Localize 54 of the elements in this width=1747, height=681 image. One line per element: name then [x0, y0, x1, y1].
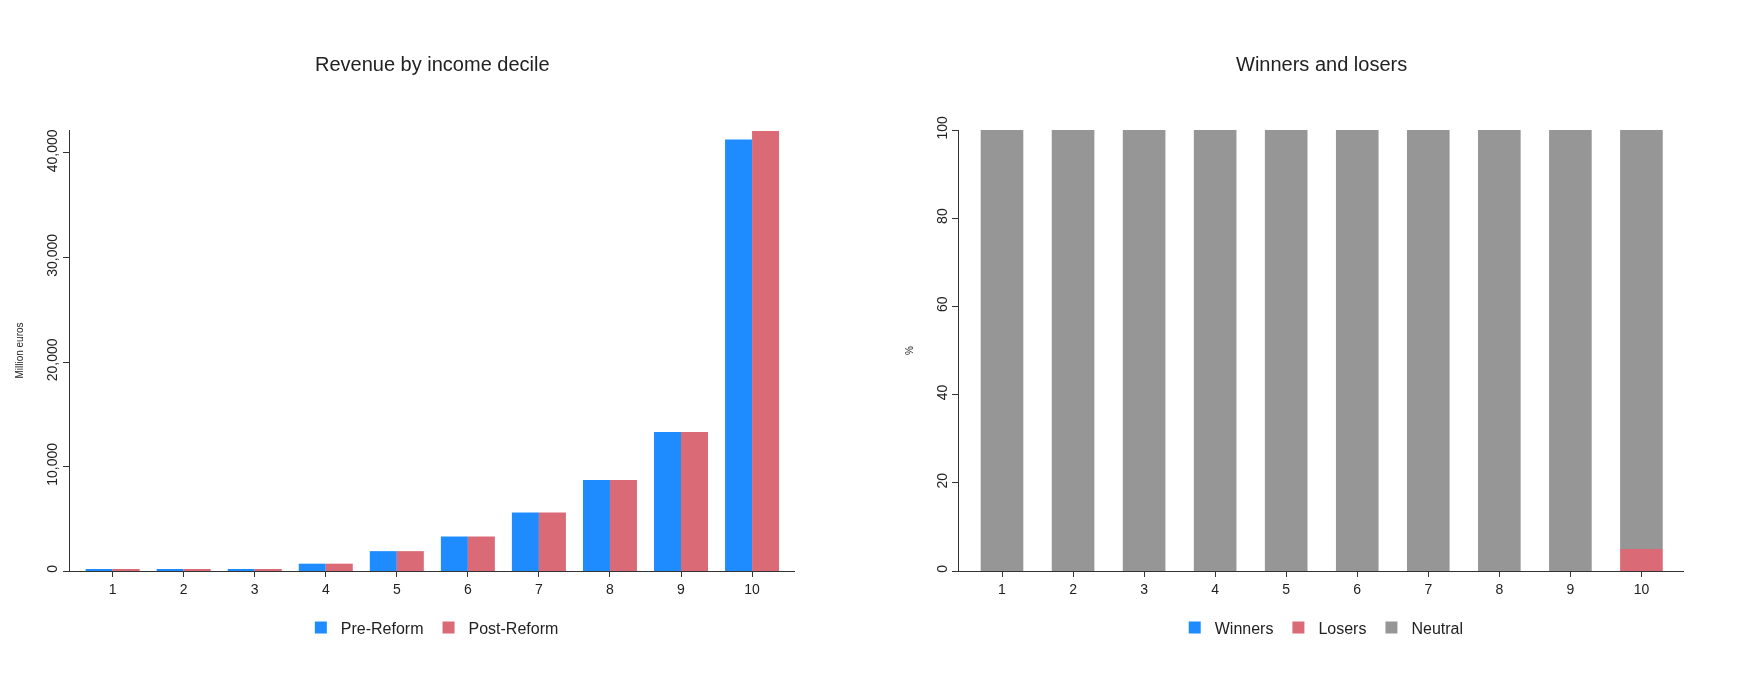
y-axis-title: %: [903, 345, 915, 355]
y-tick-label: 40,000: [44, 129, 61, 173]
bar: [298, 563, 326, 571]
x-tick-label: 4: [321, 580, 330, 597]
x-tick-label: 7: [535, 580, 544, 597]
chart-title: Winners and losers: [1236, 53, 1408, 75]
bar: [681, 432, 708, 571]
y-tick-label: 80: [933, 208, 950, 224]
x-tick-label: 9: [1566, 580, 1575, 597]
bar: [325, 563, 353, 571]
x-tick-label: 10: [744, 580, 761, 597]
x-tick-label: 8: [1495, 580, 1504, 597]
x-tick-label: 6: [1353, 580, 1362, 597]
legend-label: Neutral: [1411, 619, 1464, 637]
bar: [440, 536, 468, 571]
x-tick-label: 4: [1211, 580, 1220, 597]
y-tick-label: 60: [933, 296, 950, 313]
bar: [538, 512, 566, 571]
bar: [396, 551, 424, 571]
bar: [725, 139, 753, 571]
x-tick-label: 3: [250, 580, 259, 597]
bar: [511, 512, 539, 571]
x-tick-label: 3: [1140, 580, 1149, 597]
legend-label: Winners: [1214, 619, 1274, 637]
x-tick-label: 1: [108, 580, 117, 597]
x-tick-label: 2: [1069, 580, 1078, 597]
x-tick-label: 2: [179, 580, 188, 597]
x-tick-label: 5: [1282, 580, 1291, 597]
bar: [654, 432, 681, 571]
y-tick-label: 100: [933, 116, 950, 140]
legend-label: Post-Reform: [468, 619, 559, 637]
y-tick-label: 0: [933, 564, 950, 573]
bar: [582, 480, 610, 571]
bar: [369, 551, 397, 571]
y-tick-label: 10,000: [44, 442, 61, 486]
y-tick-label: 20: [933, 472, 950, 489]
y-tick-label: 30,000: [44, 233, 61, 277]
x-tick-label: 5: [392, 580, 401, 597]
y-tick-label: 20,000: [44, 338, 61, 382]
x-tick-label: 1: [998, 580, 1007, 597]
chart-title: Revenue by income decile: [315, 53, 550, 75]
y-axis-title: Million euros: [14, 322, 26, 379]
x-tick-label: 8: [606, 580, 615, 597]
bar: [467, 536, 495, 571]
x-tick-label: 9: [677, 580, 686, 597]
legend-label: Losers: [1318, 619, 1367, 637]
y-tick-label: 40: [933, 384, 950, 401]
x-tick-label: 7: [1424, 580, 1433, 597]
x-tick-label: 10: [1633, 580, 1650, 597]
bar: [609, 480, 637, 571]
bar: [752, 131, 780, 571]
x-tick-label: 6: [463, 580, 472, 597]
legend-label: Pre-Reform: [340, 619, 424, 637]
y-tick-label: 0: [44, 564, 61, 573]
